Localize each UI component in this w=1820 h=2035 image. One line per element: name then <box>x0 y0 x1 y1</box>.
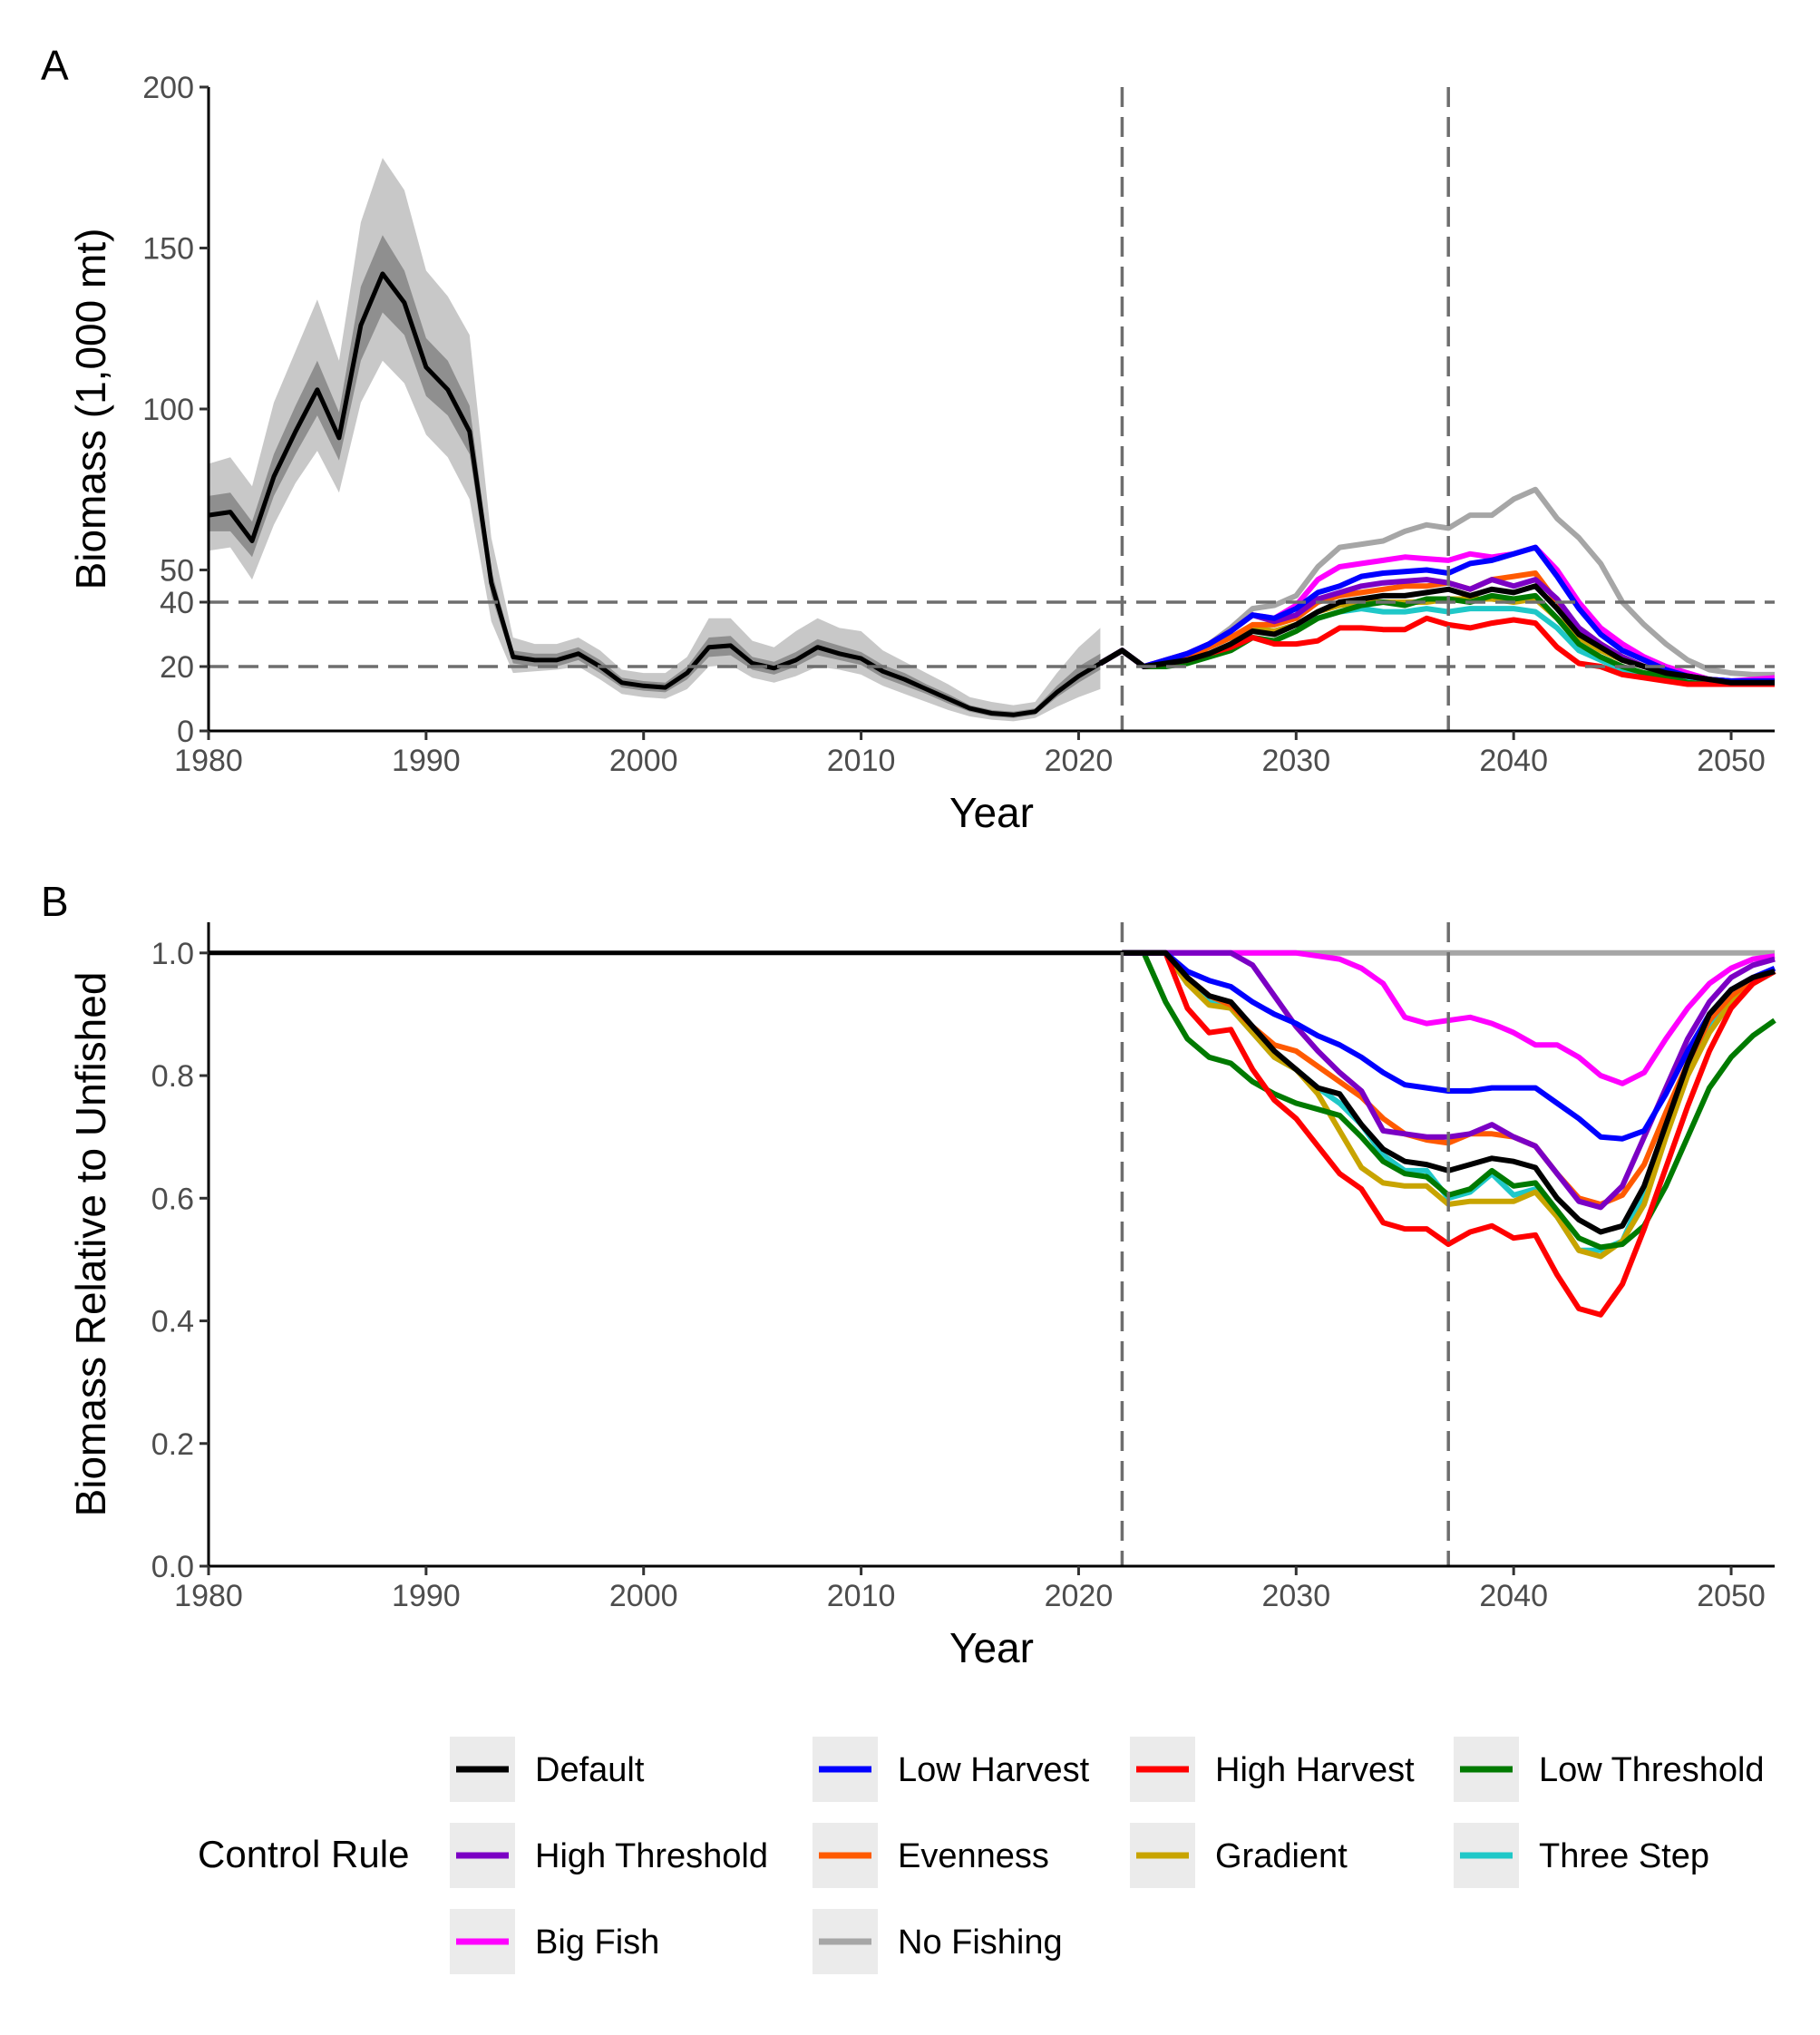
inner-interval-band <box>209 235 1101 718</box>
series-line-low-threshold <box>1098 592 1775 687</box>
x-tick-label: 2010 <box>827 744 896 778</box>
y-tick-label: 40 <box>160 586 194 620</box>
y-tick-label: 1.0 <box>151 937 194 971</box>
legend-label: Big Fish <box>535 1923 659 1962</box>
x-tick-label: 2000 <box>609 744 678 778</box>
panel-label: A <box>41 42 69 89</box>
x-tick-label: 2010 <box>827 1579 896 1613</box>
x-tick-label: 2000 <box>609 1579 678 1613</box>
legend-label: High Harvest <box>1215 1751 1415 1789</box>
legend-item-low-harvest: Low Harvest <box>813 1737 1090 1802</box>
legend: Control Rule Default Low Harvest High Harve… <box>198 1737 1765 1974</box>
y-tick-label: 0.6 <box>151 1182 194 1216</box>
series-line-default <box>1098 583 1775 686</box>
legend-item-default: Default <box>450 1737 645 1802</box>
x-tick-label: 2030 <box>1261 744 1330 778</box>
y-axis-title: Biomass (1,000 mt) <box>67 229 114 590</box>
x-tick-label: 2040 <box>1479 744 1548 778</box>
x-tick-label: 2050 <box>1697 1579 1766 1613</box>
legend-label: Gradient <box>1215 1837 1348 1875</box>
outer-interval-band <box>209 158 1101 722</box>
legend-label: Low Harvest <box>898 1751 1090 1789</box>
y-tick-label: 0 <box>177 715 194 749</box>
y-tick-label: 100 <box>142 393 194 427</box>
legend-item-big-fish: Big Fish <box>450 1909 659 1974</box>
legend-item-low-threshold: Low Threshold <box>1454 1737 1765 1802</box>
legend-label: Evenness <box>898 1837 1049 1875</box>
legend-label: Low Threshold <box>1539 1751 1765 1789</box>
y-tick-label: 0.4 <box>151 1305 194 1339</box>
legend-item-no-fishing: No Fishing <box>813 1909 1063 1974</box>
series-lines <box>1098 486 1776 687</box>
legend-item-high-harvest: High Harvest <box>1130 1737 1415 1802</box>
x-tick-label: 1990 <box>392 744 461 778</box>
x-tick-label: 2020 <box>1045 1579 1114 1613</box>
legend-label: High Threshold <box>535 1837 768 1875</box>
legend-item-high-threshold: High Threshold <box>450 1823 768 1888</box>
legend-item-gradient: Gradient <box>1130 1823 1348 1888</box>
legend-item-three-step: Three Step <box>1454 1823 1709 1888</box>
x-tick-label: 2020 <box>1045 744 1114 778</box>
x-axis-title: Year <box>949 789 1034 836</box>
x-tick-label: 1980 <box>174 744 243 778</box>
y-tick-label: 0.0 <box>151 1550 194 1584</box>
legend-title: Control Rule <box>198 1833 409 1875</box>
x-tick-label: 2030 <box>1261 1579 1330 1613</box>
y-tick-label: 200 <box>142 71 194 105</box>
y-axis-title: Biomass Relative to Unfished <box>67 972 114 1517</box>
y-tick-label: 50 <box>160 554 194 589</box>
series-line-high-harvest <box>1122 949 1776 1318</box>
panel-b: B 1980 1990 2000 2010 2020 2030 2040 2050 0.0 0.2 0… <box>41 878 1776 1671</box>
legend-label: Default <box>535 1751 645 1789</box>
x-tick-label: 1990 <box>392 1579 461 1613</box>
x-tick-label: 2050 <box>1697 744 1766 778</box>
legend-label: Three Step <box>1539 1837 1709 1875</box>
legend-label: No Fishing <box>898 1923 1063 1962</box>
y-tick-label: 0.8 <box>151 1059 194 1094</box>
x-tick-label: 1980 <box>174 1579 243 1613</box>
y-tick-label: 150 <box>142 232 194 267</box>
x-tick-label: 2040 <box>1479 1579 1548 1613</box>
y-tick-label: 20 <box>160 650 194 685</box>
y-tick-label: 0.2 <box>151 1427 194 1462</box>
x-axis-title: Year <box>949 1624 1034 1671</box>
panel-label: B <box>41 878 69 925</box>
historical-median-line <box>208 271 1102 717</box>
legend-item-evenness: Evenness <box>813 1823 1049 1888</box>
